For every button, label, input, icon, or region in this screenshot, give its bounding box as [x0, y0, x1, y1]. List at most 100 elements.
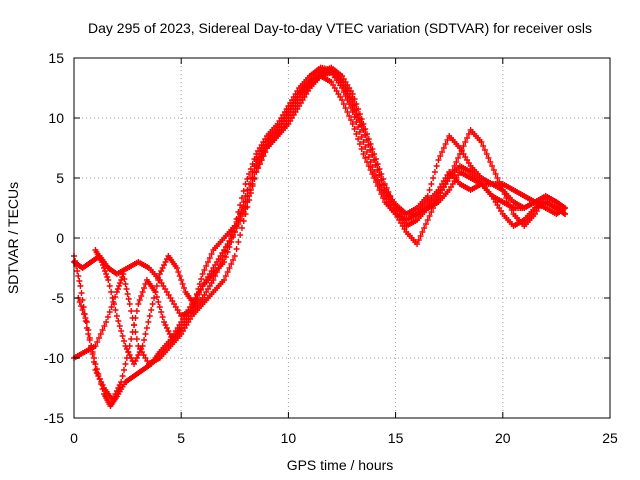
data-point	[143, 325, 150, 331]
data-point	[128, 336, 135, 342]
data-point	[481, 147, 488, 153]
data-point	[181, 285, 188, 291]
series-track-2	[71, 64, 568, 319]
data-point	[421, 225, 428, 231]
y-tick-label: 5	[56, 170, 64, 186]
data-point	[133, 336, 140, 342]
y-axis-label: SDTVAR / TECUs	[5, 182, 21, 294]
data-point	[205, 259, 211, 265]
data-point	[114, 286, 121, 292]
data-point	[132, 315, 139, 321]
data-point	[159, 314, 166, 320]
data-point	[158, 309, 165, 315]
data-point	[455, 155, 462, 161]
axis-ticks: 0 5 10 15 20 25 -15 -10 -5 0 5 10 15	[44, 50, 618, 446]
data-point	[141, 337, 148, 343]
data-point	[253, 169, 260, 175]
data-point	[221, 277, 228, 283]
data-point	[442, 141, 449, 147]
data-point	[353, 107, 360, 113]
data-point	[75, 273, 82, 279]
data-point	[358, 146, 365, 152]
data-point	[374, 183, 381, 189]
data-point	[260, 153, 267, 159]
data-point	[480, 143, 487, 149]
data-point	[125, 296, 132, 302]
data-point	[240, 218, 247, 224]
data-point	[111, 301, 118, 307]
data-point	[226, 265, 233, 271]
data-point	[119, 333, 126, 339]
data-point	[89, 351, 96, 357]
data-point	[453, 159, 460, 165]
data-point	[188, 307, 195, 313]
x-tick-label: 20	[495, 430, 511, 446]
data-point	[203, 263, 210, 269]
data-point	[231, 253, 238, 259]
data-point	[106, 309, 113, 315]
data-point	[224, 269, 231, 275]
data-point	[135, 301, 142, 307]
data-point	[347, 117, 354, 123]
data-point	[422, 221, 429, 227]
data-point	[101, 323, 108, 329]
data-point	[81, 311, 88, 317]
data-point	[206, 255, 213, 261]
data-point	[444, 137, 451, 143]
data-point	[449, 167, 456, 173]
data-point	[244, 199, 251, 205]
data-point	[117, 280, 124, 286]
data-point	[340, 101, 347, 107]
data-point	[116, 323, 123, 329]
y-tick-label: 15	[48, 50, 64, 66]
data-point	[255, 165, 262, 171]
data-point	[238, 213, 245, 219]
data-point	[494, 175, 501, 181]
data-point	[125, 349, 132, 355]
data-point	[116, 283, 123, 289]
data-point	[356, 141, 363, 147]
data-point	[192, 299, 199, 305]
data-point	[360, 127, 367, 133]
data-point	[240, 209, 247, 215]
data-point	[78, 290, 85, 296]
data-point	[369, 171, 376, 177]
data-point	[198, 276, 205, 282]
data-point	[251, 175, 258, 181]
data-point	[176, 273, 183, 279]
data-point	[79, 307, 86, 313]
data-point	[428, 181, 435, 187]
data-point	[213, 269, 220, 275]
data-point	[122, 361, 129, 367]
data-point	[121, 276, 128, 282]
data-point	[77, 283, 84, 289]
data-point	[378, 191, 385, 197]
data-point	[456, 151, 463, 157]
data-point	[112, 307, 119, 313]
data-point	[194, 295, 201, 301]
data-point	[362, 132, 369, 138]
data-point	[346, 113, 353, 119]
data-point	[355, 112, 362, 118]
data-point	[419, 229, 426, 235]
x-tick-label: 15	[388, 430, 404, 446]
data-point	[431, 169, 438, 175]
data-point	[365, 163, 372, 169]
data-point	[190, 303, 197, 309]
data-point	[237, 217, 244, 223]
data-point	[376, 172, 383, 178]
data-point	[118, 328, 125, 334]
data-point	[139, 343, 146, 349]
data-point	[490, 167, 497, 173]
data-point	[131, 322, 138, 328]
data-point	[414, 241, 421, 247]
data-point	[499, 187, 506, 193]
data-point	[258, 157, 265, 163]
data-point	[233, 225, 240, 231]
data-point	[219, 257, 226, 263]
data-point	[451, 163, 458, 169]
y-tick-label: 0	[56, 230, 64, 246]
data-point	[113, 313, 120, 319]
y-tick-label: -15	[44, 410, 64, 426]
data-point	[426, 187, 433, 193]
